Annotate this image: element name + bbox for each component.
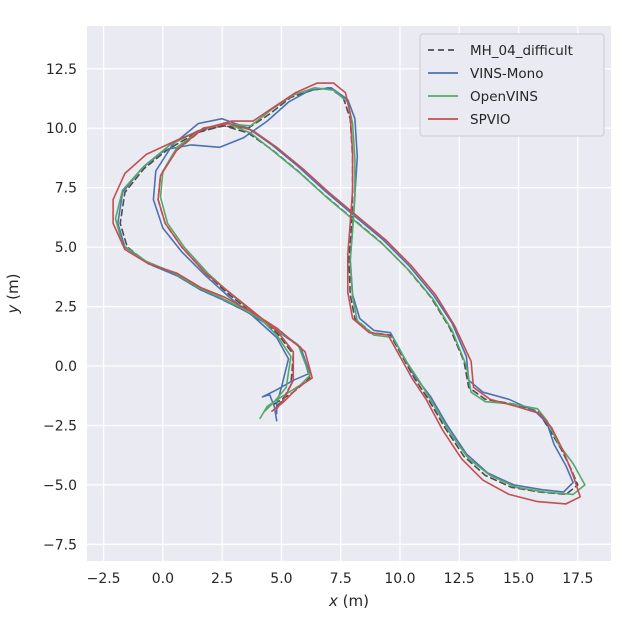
y-axis-label: y (m) (4, 274, 22, 315)
series-line (112, 82, 581, 505)
legend-box (419, 33, 605, 137)
x-axis-label: x (m) (328, 592, 369, 610)
y-tick-label: −5.0 (43, 478, 77, 494)
x-tick-label: 5.0 (270, 571, 292, 587)
x-tick-label: 12.5 (444, 571, 475, 587)
y-tick-label: 5.0 (55, 240, 77, 256)
x-tick-label: 17.5 (562, 571, 593, 587)
x-tick-label: 0.0 (152, 571, 174, 587)
x-tick-label: 7.5 (330, 571, 352, 587)
y-tick-label: 12.5 (46, 62, 77, 78)
legend-label: OpenVINS (470, 89, 538, 105)
legend-label: SPVIO (470, 112, 511, 128)
x-tick-label: −2.5 (87, 571, 121, 587)
legend-label: MH_04_difficult (470, 43, 573, 59)
y-tick-label: −7.5 (43, 537, 77, 553)
x-tick-label: 15.0 (503, 571, 534, 587)
series-line (114, 87, 586, 496)
legend: MH_04_difficult VINS-Mono OpenVINS SPVIO (419, 33, 605, 137)
legend-label: VINS-Mono (470, 66, 543, 82)
y-tick-label: 2.5 (55, 300, 77, 316)
y-tick-label: 0.0 (55, 359, 77, 375)
y-tick-label: −2.5 (43, 418, 77, 434)
x-tick-label: 10.0 (384, 571, 415, 587)
series-lines (112, 82, 586, 505)
x-tick-label: 2.5 (211, 571, 233, 587)
y-tick-label: 7.5 (55, 181, 77, 197)
tick-labels: −2.5 0.0 2.5 5.0 7.5 10.0 12.5 15.0 17.5 −7.5 −5.0… (43, 62, 593, 587)
y-tick-label: 10.0 (46, 121, 77, 137)
